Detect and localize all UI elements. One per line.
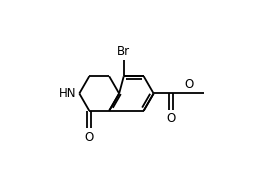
Text: O: O [184,78,193,91]
Text: O: O [167,112,176,125]
Text: O: O [85,131,94,144]
Text: Br: Br [117,45,130,58]
Text: HN: HN [59,87,77,100]
